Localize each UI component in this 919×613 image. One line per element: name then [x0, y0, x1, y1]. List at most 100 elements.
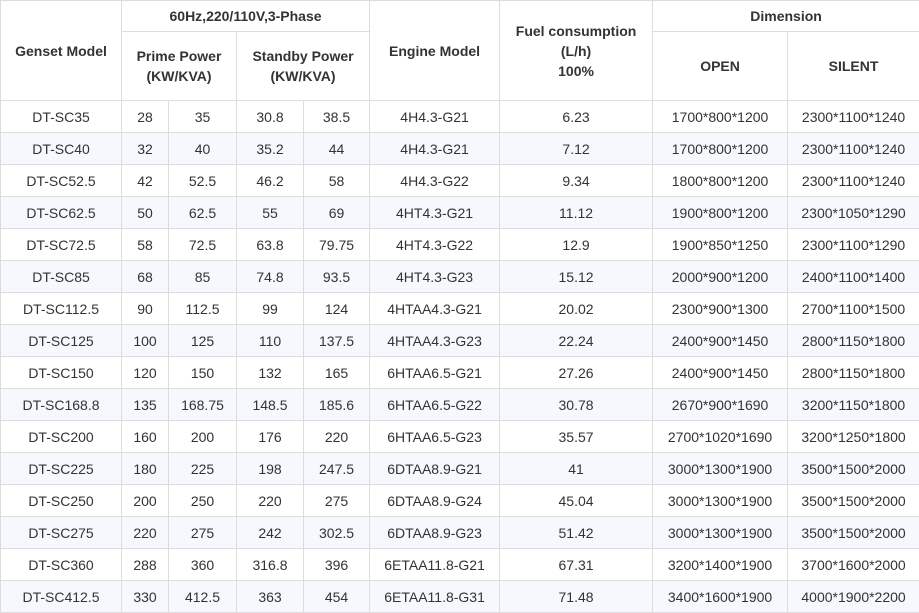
- engine-model-cell: 4H4.3-G21: [370, 101, 500, 133]
- dimension-open-cell: 1800*800*1200: [653, 165, 788, 197]
- engine-model-cell: 4H4.3-G22: [370, 165, 500, 197]
- prime-kw-cell: 32: [122, 133, 169, 165]
- header-standby-power: Standby Power (KW/KVA): [237, 32, 370, 101]
- genset-model-cell: DT-SC35: [1, 101, 122, 133]
- header-dimension: Dimension: [653, 1, 919, 32]
- fuel-consumption-cell: 22.24: [500, 325, 653, 357]
- engine-model-cell: 6DTAA8.9-G23: [370, 517, 500, 549]
- dimension-open-cell: 2400*900*1450: [653, 357, 788, 389]
- standby-kw-cell: 148.5: [237, 389, 304, 421]
- dimension-open-cell: 3000*1300*1900: [653, 485, 788, 517]
- header-fuel-line3: 100%: [500, 61, 652, 81]
- dimension-silent-cell: 2400*1100*1400: [788, 261, 919, 293]
- standby-kva-cell: 275: [304, 485, 370, 517]
- prime-kva-cell: 72.5: [169, 229, 237, 261]
- engine-model-cell: 6HTAA6.5-G23: [370, 421, 500, 453]
- standby-kva-cell: 185.6: [304, 389, 370, 421]
- genset-model-cell: DT-SC112.5: [1, 293, 122, 325]
- engine-model-cell: 6DTAA8.9-G21: [370, 453, 500, 485]
- standby-kva-cell: 302.5: [304, 517, 370, 549]
- dimension-silent-cell: 3500*1500*2000: [788, 453, 919, 485]
- genset-model-cell: DT-SC52.5: [1, 165, 122, 197]
- fuel-consumption-cell: 35.57: [500, 421, 653, 453]
- fuel-consumption-cell: 7.12: [500, 133, 653, 165]
- dimension-open-cell: 2300*900*1300: [653, 293, 788, 325]
- dimension-open-cell: 1900*800*1200: [653, 197, 788, 229]
- prime-kva-cell: 62.5: [169, 197, 237, 229]
- standby-kva-cell: 124: [304, 293, 370, 325]
- dimension-open-cell: 2670*900*1690: [653, 389, 788, 421]
- header-open: OPEN: [653, 32, 788, 101]
- prime-kva-cell: 52.5: [169, 165, 237, 197]
- genset-model-cell: DT-SC250: [1, 485, 122, 517]
- engine-model-cell: 6HTAA6.5-G21: [370, 357, 500, 389]
- dimension-open-cell: 3200*1400*1900: [653, 549, 788, 581]
- dimension-open-cell: 3000*1300*1900: [653, 517, 788, 549]
- engine-model-cell: 6DTAA8.9-G24: [370, 485, 500, 517]
- standby-kva-cell: 247.5: [304, 453, 370, 485]
- engine-model-cell: 4HTAA4.3-G23: [370, 325, 500, 357]
- fuel-consumption-cell: 45.04: [500, 485, 653, 517]
- standby-kva-cell: 137.5: [304, 325, 370, 357]
- prime-kw-cell: 50: [122, 197, 169, 229]
- prime-kw-cell: 135: [122, 389, 169, 421]
- prime-kw-cell: 160: [122, 421, 169, 453]
- prime-kva-cell: 360: [169, 549, 237, 581]
- engine-model-cell: 4HTAA4.3-G21: [370, 293, 500, 325]
- standby-kw-cell: 30.8: [237, 101, 304, 133]
- genset-model-cell: DT-SC85: [1, 261, 122, 293]
- dimension-open-cell: 3000*1300*1900: [653, 453, 788, 485]
- dimension-open-cell: 1700*800*1200: [653, 101, 788, 133]
- prime-kw-cell: 42: [122, 165, 169, 197]
- prime-kva-cell: 85: [169, 261, 237, 293]
- genset-model-cell: DT-SC200: [1, 421, 122, 453]
- dimension-silent-cell: 2300*1050*1290: [788, 197, 919, 229]
- standby-kw-cell: 46.2: [237, 165, 304, 197]
- prime-kva-cell: 168.75: [169, 389, 237, 421]
- genset-model-cell: DT-SC62.5: [1, 197, 122, 229]
- standby-kw-cell: 176: [237, 421, 304, 453]
- standby-kw-cell: 63.8: [237, 229, 304, 261]
- header-fuel-consumption: Fuel consumption (L/h) 100%: [500, 1, 653, 101]
- prime-kw-cell: 100: [122, 325, 169, 357]
- standby-kw-cell: 99: [237, 293, 304, 325]
- genset-model-cell: DT-SC168.8: [1, 389, 122, 421]
- standby-kva-cell: 69: [304, 197, 370, 229]
- engine-model-cell: 4H4.3-G21: [370, 133, 500, 165]
- dimension-silent-cell: 2700*1100*1500: [788, 293, 919, 325]
- standby-kw-cell: 198: [237, 453, 304, 485]
- header-prime-power: Prime Power (KW/KVA): [122, 32, 237, 101]
- fuel-consumption-cell: 20.02: [500, 293, 653, 325]
- standby-kw-cell: 35.2: [237, 133, 304, 165]
- dimension-open-cell: 1900*850*1250: [653, 229, 788, 261]
- genset-model-cell: DT-SC150: [1, 357, 122, 389]
- standby-kva-cell: 44: [304, 133, 370, 165]
- prime-kva-cell: 125: [169, 325, 237, 357]
- prime-kw-cell: 28: [122, 101, 169, 133]
- prime-kw-cell: 220: [122, 517, 169, 549]
- standby-kva-cell: 165: [304, 357, 370, 389]
- dimension-silent-cell: 2300*1100*1240: [788, 133, 919, 165]
- fuel-consumption-cell: 12.9: [500, 229, 653, 261]
- fuel-consumption-cell: 6.23: [500, 101, 653, 133]
- engine-model-cell: 4HT4.3-G23: [370, 261, 500, 293]
- engine-model-cell: 4HT4.3-G22: [370, 229, 500, 261]
- standby-kw-cell: 110: [237, 325, 304, 357]
- dimension-silent-cell: 2800*1150*1800: [788, 357, 919, 389]
- dimension-open-cell: 2000*900*1200: [653, 261, 788, 293]
- header-group-title: 60Hz,220/110V,3-Phase: [122, 1, 370, 32]
- header-fuel-line2: (L/h): [500, 41, 652, 61]
- header-silent: SILENT: [788, 32, 919, 101]
- prime-kva-cell: 150: [169, 357, 237, 389]
- fuel-consumption-cell: 15.12: [500, 261, 653, 293]
- standby-kva-cell: 396: [304, 549, 370, 581]
- genset-model-cell: DT-SC360: [1, 549, 122, 581]
- dimension-silent-cell: 3200*1250*1800: [788, 421, 919, 453]
- dimension-silent-cell: 2800*1150*1800: [788, 325, 919, 357]
